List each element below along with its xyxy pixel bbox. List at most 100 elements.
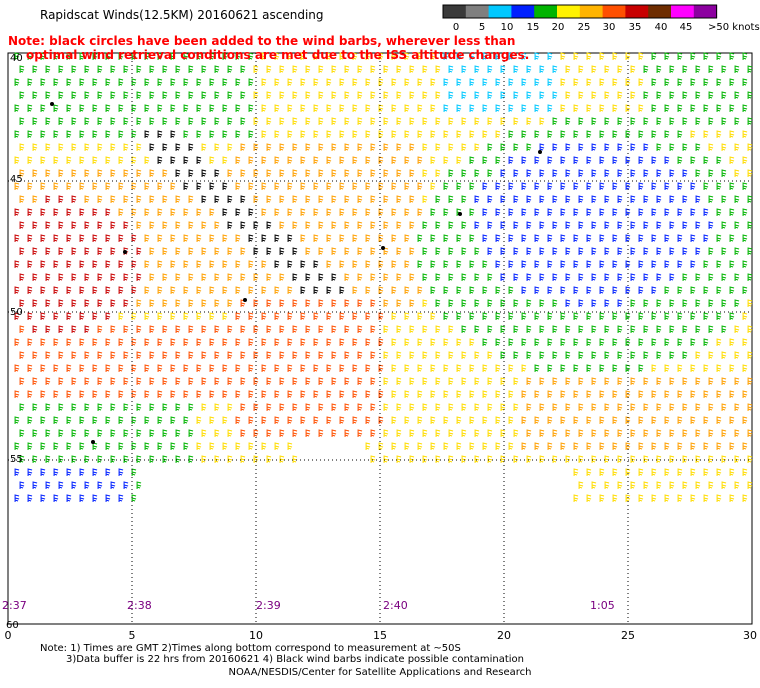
- wind-barb: [144, 52, 150, 60]
- wind-barb: [487, 403, 493, 411]
- wind-barb: [578, 403, 584, 411]
- wind-barb: [305, 65, 311, 73]
- wind-barb: [448, 65, 454, 73]
- wind-barb: [643, 195, 649, 203]
- wind-barb: [170, 312, 176, 320]
- wind-barb: [196, 338, 202, 346]
- wind-barb: [58, 143, 64, 151]
- wind-barb: [708, 91, 714, 99]
- wind-barb: [409, 195, 415, 203]
- wind-barb: [292, 377, 298, 385]
- wind-barb: [456, 390, 462, 398]
- wind-barb: [495, 416, 501, 424]
- wind-barb: [279, 91, 285, 99]
- wind-barb: [118, 130, 124, 138]
- wind-barb: [474, 351, 480, 359]
- lat-tick-label: 50: [10, 307, 23, 318]
- wind-barb: [591, 455, 597, 463]
- wind-barb: [404, 156, 410, 164]
- wind-barb: [339, 52, 345, 60]
- wind-barb: [287, 286, 293, 294]
- wind-barb: [422, 169, 428, 177]
- wind-barb: [14, 442, 20, 450]
- wind-barb: [40, 234, 46, 242]
- wind-barb: [573, 416, 579, 424]
- wind-barb: [58, 481, 64, 489]
- wind-barb: [370, 455, 376, 463]
- wind-barb: [66, 364, 72, 372]
- wind-barb: [365, 442, 371, 450]
- wind-barb: [149, 273, 155, 281]
- wind-barb: [630, 91, 636, 99]
- wind-barb: [274, 286, 280, 294]
- wind-barb: [274, 364, 280, 372]
- wind-barb: [136, 65, 142, 73]
- wind-barb: [690, 130, 696, 138]
- wind-barb: [201, 429, 207, 437]
- wind-barb: [578, 351, 584, 359]
- wind-barb: [526, 247, 532, 255]
- wind-barb: [110, 481, 116, 489]
- wind-barb: [79, 390, 85, 398]
- wind-barb: [482, 338, 488, 346]
- wind-barb: [27, 338, 33, 346]
- wind-barb: [365, 208, 371, 216]
- wind-barb: [188, 429, 194, 437]
- wind-barb: [287, 208, 293, 216]
- wind-barb: [97, 429, 103, 437]
- wind-barb: [14, 364, 20, 372]
- wind-barb: [612, 130, 618, 138]
- wind-barb: [708, 195, 714, 203]
- wind-barb: [617, 481, 623, 489]
- wind-barb: [266, 169, 272, 177]
- wind-barb: [495, 78, 501, 86]
- wind-barb: [105, 208, 111, 216]
- wind-barb: [266, 455, 272, 463]
- wind-barb: [404, 78, 410, 86]
- wind-barb: [578, 377, 584, 385]
- wind-barb: [27, 442, 33, 450]
- wind-barb: [578, 91, 584, 99]
- wind-barb: [53, 390, 59, 398]
- wind-barb: [196, 260, 202, 268]
- wind-barb: [188, 377, 194, 385]
- wind-barb: [474, 247, 480, 255]
- wind-barb: [19, 325, 25, 333]
- wind-barb: [612, 364, 618, 372]
- wind-barb: [690, 156, 696, 164]
- wind-barb: [630, 377, 636, 385]
- lon-tick-label: 25: [621, 629, 635, 642]
- wind-barb: [734, 91, 740, 99]
- wind-barb: [383, 429, 389, 437]
- wind-barb: [235, 156, 241, 164]
- wind-barb: [45, 169, 51, 177]
- wind-barb: [79, 416, 85, 424]
- wind-barb: [274, 416, 280, 424]
- wind-barb: [435, 377, 441, 385]
- wind-barb: [365, 156, 371, 164]
- wind-barb: [422, 455, 428, 463]
- wind-barb: [378, 286, 384, 294]
- wind-barb: [266, 117, 272, 125]
- wind-barb: [435, 221, 441, 229]
- wind-barb: [669, 65, 675, 73]
- wind-barb: [240, 377, 246, 385]
- wind-barb: [79, 468, 85, 476]
- wind-barb: [378, 52, 384, 60]
- wind-barb: [287, 312, 293, 320]
- wind-barb: [612, 234, 618, 242]
- wind-barb: [378, 130, 384, 138]
- wind-barb: [734, 429, 740, 437]
- wind-barb: [84, 403, 90, 411]
- wind-barb: [638, 78, 644, 86]
- wind-barb: [66, 130, 72, 138]
- wind-barb: [97, 351, 103, 359]
- wind-barb: [175, 247, 181, 255]
- wind-barb: [677, 52, 683, 60]
- wind-barb: [599, 260, 605, 268]
- wind-barb: [279, 299, 285, 307]
- wind-barb: [703, 416, 709, 424]
- wind-barb: [318, 403, 324, 411]
- wind-barb: [71, 169, 77, 177]
- wind-barb: [292, 117, 298, 125]
